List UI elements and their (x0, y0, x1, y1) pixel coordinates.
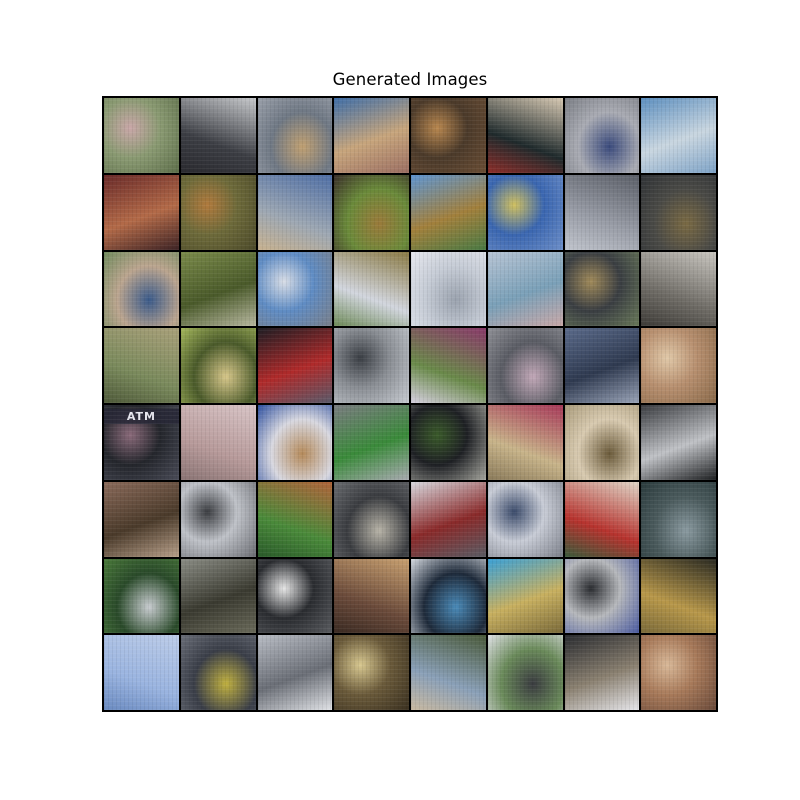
generated-image-tile (180, 174, 256, 250)
generated-image-tile (334, 328, 409, 403)
generated-image-tile (257, 481, 333, 557)
generated-image-tile (334, 98, 409, 173)
generated-image-tile (641, 98, 716, 173)
generated-image-tile (564, 98, 640, 173)
generated-image-tile (180, 328, 256, 403)
generated-image-tile (487, 251, 563, 327)
generated-image-tile (180, 98, 256, 173)
generated-image-tile (334, 558, 409, 634)
generated-image-tile (487, 481, 563, 557)
generated-image-tile (257, 174, 333, 250)
generated-image-tile (257, 251, 333, 327)
generated-image-tile (487, 558, 563, 634)
generated-image-tile (180, 405, 256, 480)
generated-image-tile (487, 174, 563, 250)
generated-image-tile (104, 251, 179, 327)
generated-image-tile (641, 328, 716, 403)
generated-image-tile: ATM (104, 405, 179, 480)
generated-image-tile (411, 174, 486, 250)
generated-image-tile (257, 405, 333, 480)
generated-image-tile (411, 558, 486, 634)
generated-image-tile (411, 635, 486, 710)
generated-image-tile (334, 174, 409, 250)
generated-image-tile (104, 328, 179, 403)
generated-image-tile (564, 174, 640, 250)
generated-image-tile (564, 635, 640, 710)
generated-image-tile (104, 174, 179, 250)
generated-image-tile (334, 251, 409, 327)
generated-image-tile (641, 481, 716, 557)
generated-image-tile (104, 481, 179, 557)
generated-image-tile (334, 405, 409, 480)
generated-image-tile (411, 481, 486, 557)
generated-image-tile (104, 635, 179, 710)
generated-image-tile (641, 251, 716, 327)
generated-image-tile (411, 328, 486, 403)
generated-image-tile (104, 558, 179, 634)
generated-image-tile (180, 635, 256, 710)
generated-image-tile (411, 405, 486, 480)
generated-image-tile (641, 174, 716, 250)
generated-image-tile (257, 635, 333, 710)
generated-image-tile (180, 558, 256, 634)
generated-image-tile (257, 328, 333, 403)
generated-image-tile (180, 481, 256, 557)
generated-image-tile (487, 328, 563, 403)
generated-image-tile (564, 405, 640, 480)
generated-image-tile (180, 251, 256, 327)
generated-image-tile (641, 405, 716, 480)
generated-image-tile (564, 558, 640, 634)
generated-image-tile (334, 635, 409, 710)
generated-image-tile (257, 558, 333, 634)
generated-image-tile (564, 481, 640, 557)
figure-title: Generated Images (332, 70, 488, 89)
generated-image-grid: ATM (102, 96, 718, 712)
generated-image-tile (411, 98, 486, 173)
generated-image-tile (641, 635, 716, 710)
generated-image-tile (487, 98, 563, 173)
generated-image-tile (641, 558, 716, 634)
tile-sign-text: ATM (104, 409, 179, 424)
generated-image-tile (487, 405, 563, 480)
generated-image-tile (257, 98, 333, 173)
generated-image-tile (411, 251, 486, 327)
generated-image-tile (334, 481, 409, 557)
generated-image-tile (564, 251, 640, 327)
generated-image-tile (564, 328, 640, 403)
generated-image-tile (487, 635, 563, 710)
generated-image-tile (104, 98, 179, 173)
